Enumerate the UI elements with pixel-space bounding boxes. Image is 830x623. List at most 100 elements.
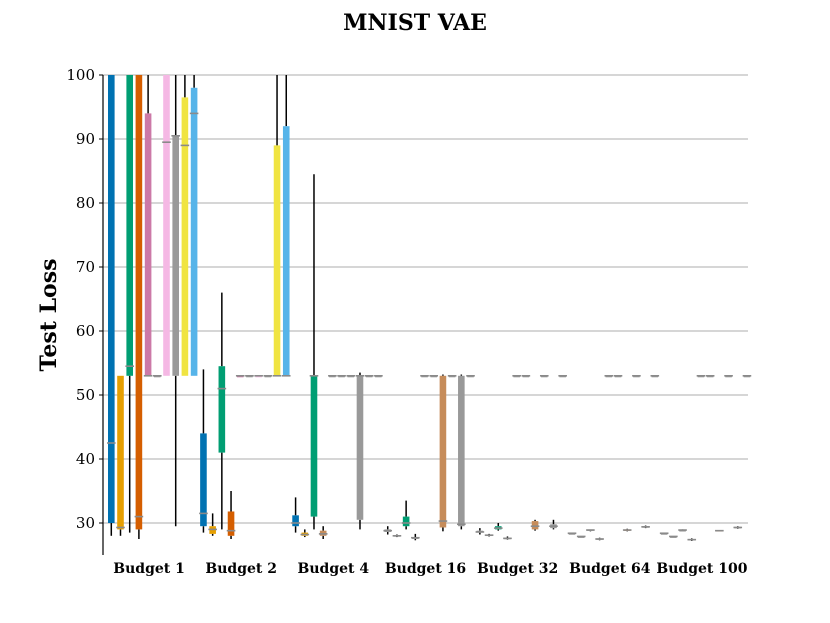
box — [328, 374, 337, 378]
box — [263, 374, 273, 378]
box — [724, 374, 733, 378]
grid-lines — [103, 74, 748, 524]
box — [659, 532, 669, 535]
box — [586, 529, 595, 532]
box — [715, 529, 724, 532]
box — [245, 374, 254, 378]
box — [208, 513, 217, 536]
box-group — [383, 374, 475, 541]
box — [189, 75, 199, 376]
box — [475, 528, 485, 535]
box — [364, 374, 374, 378]
box — [558, 374, 567, 378]
box — [162, 75, 171, 376]
box — [107, 75, 116, 536]
box — [116, 375, 125, 536]
box-iqr — [190, 87, 198, 376]
box-iqr — [310, 375, 318, 517]
y-tick-label: 40 — [76, 450, 95, 468]
box — [337, 374, 346, 378]
box — [235, 374, 245, 378]
box — [134, 75, 144, 539]
box — [512, 374, 521, 378]
box — [125, 75, 134, 533]
x-category-label: Budget 16 — [385, 561, 466, 577]
x-category-label: Budget 64 — [569, 561, 651, 577]
box — [374, 374, 383, 378]
box — [318, 526, 328, 539]
box — [549, 519, 558, 530]
box — [539, 374, 549, 378]
box-groups — [107, 75, 752, 541]
box — [180, 75, 190, 376]
y-tick-label: 60 — [76, 322, 95, 340]
box — [281, 75, 291, 377]
box — [272, 75, 282, 377]
box — [300, 529, 310, 538]
x-axis-categories: Budget 1 Budget 2 Budget 4 Budget 16 Budget … — [113, 561, 747, 577]
box — [355, 372, 365, 530]
box-iqr — [273, 145, 281, 376]
box — [254, 374, 263, 378]
box — [392, 534, 402, 538]
box-group — [659, 374, 752, 541]
box — [595, 537, 604, 541]
box-iqr — [218, 366, 226, 453]
box — [143, 75, 153, 377]
box — [567, 532, 577, 535]
chart-title: MNIST VAE — [343, 10, 487, 36]
box-group — [291, 174, 383, 539]
x-category-label: Budget 4 — [298, 561, 370, 577]
box — [622, 528, 632, 532]
box-group — [475, 374, 567, 540]
x-category-label: Budget 100 — [656, 561, 747, 577]
x-category-label: Budget 1 — [113, 561, 185, 577]
y-tick-label: 30 — [76, 514, 95, 532]
box — [521, 374, 531, 378]
box — [171, 75, 180, 527]
box-iqr — [144, 113, 152, 376]
box — [291, 497, 300, 533]
box — [153, 374, 162, 378]
box-iqr — [227, 511, 235, 536]
x-category-label: Budget 2 — [205, 561, 277, 577]
box — [742, 374, 752, 378]
box — [493, 523, 503, 531]
box-iqr — [163, 75, 170, 376]
y-tick-label: 100 — [66, 66, 95, 84]
box — [613, 374, 623, 378]
box-group — [567, 374, 660, 541]
box — [576, 535, 586, 538]
y-tick-label: 70 — [76, 258, 95, 276]
box-iqr — [439, 375, 447, 528]
box-group — [199, 75, 291, 539]
box — [309, 174, 319, 530]
box-iqr — [402, 516, 410, 527]
box — [226, 491, 236, 539]
y-tick-label: 80 — [76, 194, 95, 212]
box — [199, 369, 208, 533]
box — [687, 538, 697, 541]
box — [438, 374, 448, 532]
box — [669, 535, 678, 538]
box — [420, 374, 429, 378]
box-iqr — [126, 75, 133, 376]
box — [632, 374, 641, 378]
box — [696, 374, 706, 378]
box — [650, 374, 660, 378]
box-iqr — [200, 433, 207, 527]
box-iqr — [135, 75, 143, 530]
box — [641, 525, 650, 529]
box-iqr — [117, 375, 124, 530]
y-axis-ticks: 30 40 50 60 70 80 90 100 — [66, 66, 103, 532]
box-iqr — [292, 515, 299, 527]
y-tick-label: 90 — [76, 130, 95, 148]
box — [401, 500, 411, 530]
box-iqr — [282, 126, 290, 376]
box — [466, 374, 475, 378]
box — [346, 374, 356, 378]
box — [429, 374, 439, 378]
box-iqr — [172, 135, 179, 376]
